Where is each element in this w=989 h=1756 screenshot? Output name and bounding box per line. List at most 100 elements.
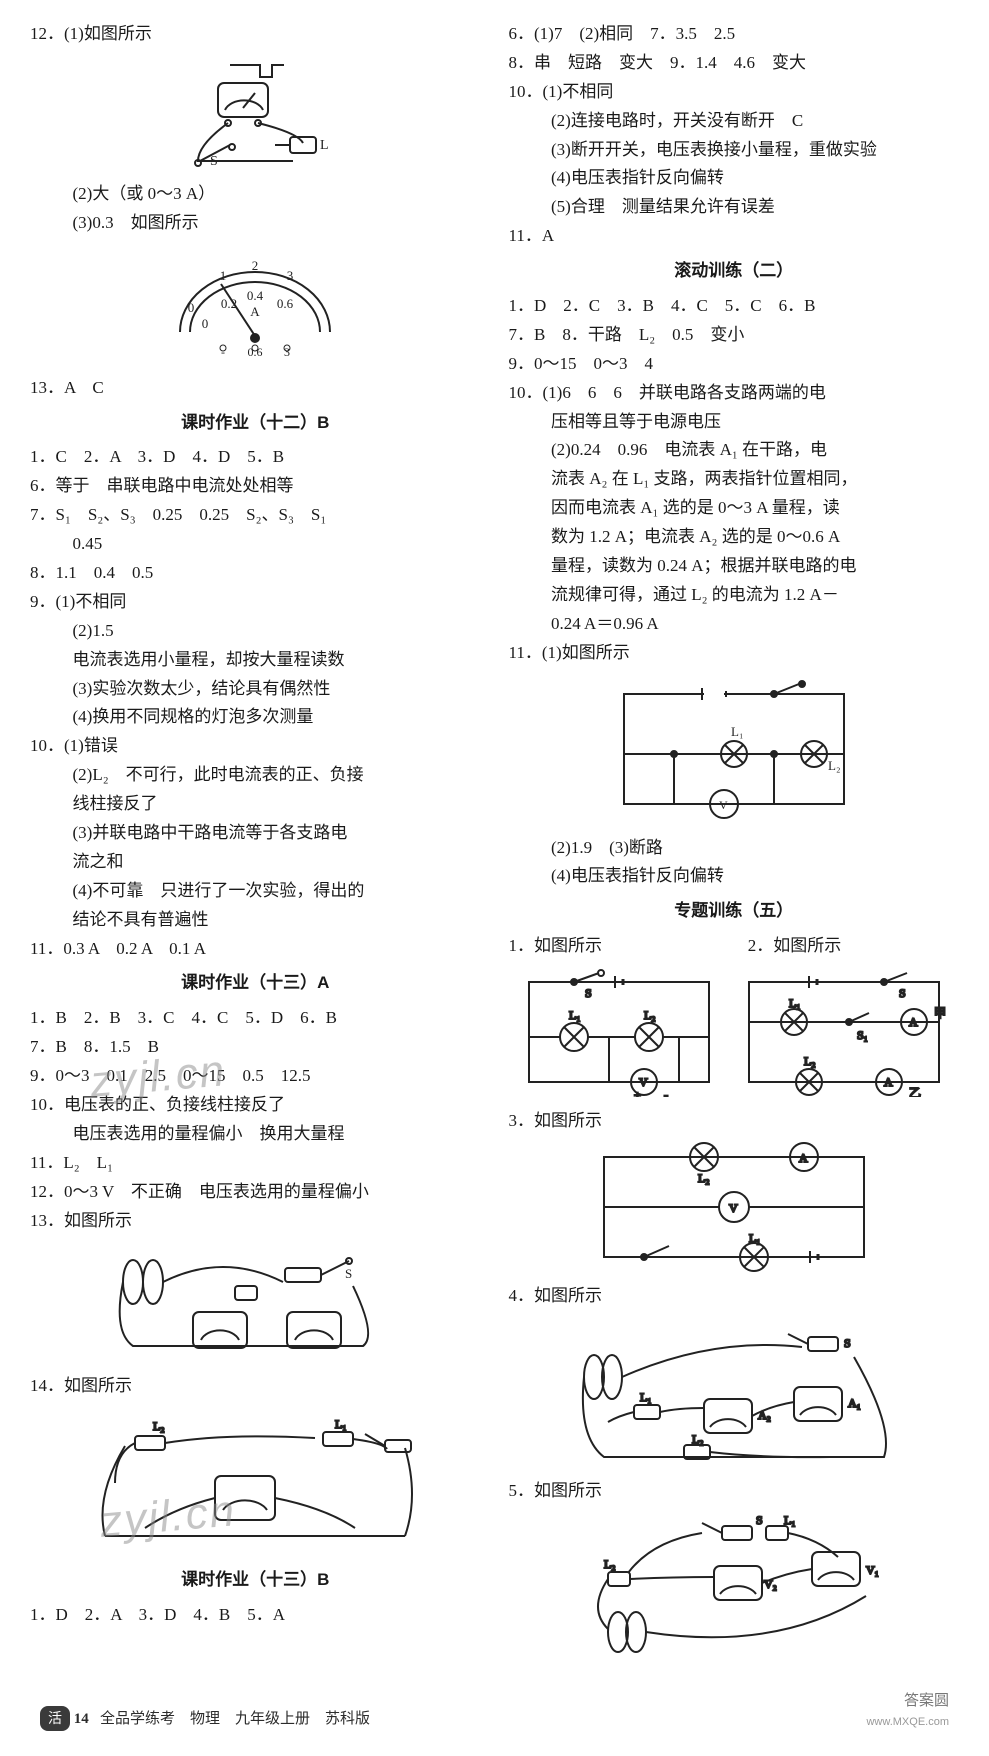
heading-rolling-2: 滚动训练（二） [509, 257, 960, 286]
svg-text:0.6: 0.6 [277, 296, 294, 311]
svg-text:A₁: A₁ [848, 1396, 861, 1410]
text: 8．1.1 0.4 0.5 [30, 559, 481, 588]
text: 1．B 2．B 3．C 4．C 5．D 6．B [30, 1004, 481, 1033]
figure-z1-z2: S L₁ L₂ V +- S [509, 967, 960, 1097]
svg-text:2: 2 [252, 258, 259, 273]
text: 0.24 A＝0.96 A [551, 610, 959, 639]
text: 12．(1)如图所示 [30, 20, 481, 49]
svg-text:S₁: S₁ [857, 1028, 868, 1042]
text: 因而电流表 A₁ 选的是 0～3 A 量程，读 [551, 494, 959, 523]
text: (4)不可靠 只进行了一次实验，得出的 [73, 877, 481, 906]
text: (3)0.3 如图所示 [73, 209, 481, 238]
text: 10．电压表的正、负接线柱接反了 [30, 1091, 481, 1120]
text: 1．如图所示 [509, 932, 720, 961]
footer-title: 全品学练考 物理 九年级上册 苏科版 [100, 1711, 370, 1727]
text: 10．(1)6 6 6 并联电路各支路两端的电 [509, 379, 960, 408]
svg-text:3: 3 [284, 345, 290, 359]
text: (2)1.9 (3)断路 [551, 834, 959, 863]
text: 11．0.3 A 0.2 A 0.1 A [30, 935, 481, 964]
heading-13b: 课时作业（十三）B [30, 1566, 481, 1595]
svg-text:A: A [251, 304, 261, 319]
text: 1．C 2．A 3．D 4．D 5．B [30, 443, 481, 472]
svg-text:A: A [799, 1151, 808, 1165]
svg-text:V: V [719, 798, 728, 812]
text: (3)实验次数太少，结论具有偶然性 [73, 675, 481, 704]
text: 6．等于 串联电路中电流处处相等 [30, 472, 481, 501]
heading-12b: 课时作业（十二）B [30, 409, 481, 438]
figure-13: S [30, 1242, 481, 1362]
text: 结论不具有普遍性 [73, 906, 481, 935]
text: 9．0～3 0.1 2.5 0～15 0.5 12.5 [30, 1062, 481, 1091]
svg-text:V₁: V₁ [866, 1563, 879, 1577]
text: 13．如图所示 [30, 1207, 481, 1236]
svg-text:S: S [585, 986, 592, 1000]
text: (3)断开开关，电压表换接小量程，重做实验 [551, 136, 959, 165]
text: 数为 1.2 A；电流表 A₂ 选的是 0～0.6 A [551, 523, 959, 552]
svg-text:乙: 乙 [909, 1086, 921, 1097]
text: 电流表选用小量程，却按大量程读数 [73, 646, 481, 675]
svg-text:1: 1 [220, 268, 227, 283]
text: 1．D 2．A 3．D 4．B 5．A [30, 1601, 481, 1630]
text: 压相等且等于电源电压 [551, 408, 959, 437]
text: 1．D 2．C 3．B 4．C 5．C 6．B [509, 292, 960, 321]
svg-text:L₁: L₁ [789, 996, 801, 1010]
text: 6．(1)7 (2)相同 7．3.5 2.5 [509, 20, 960, 49]
svg-text:0.2: 0.2 [221, 296, 237, 311]
text: (5)合理 测量结果允许有误差 [551, 193, 959, 222]
text: 流表 A₂ 在 L₁ 支路，两表指针位置相同， [551, 465, 959, 494]
text: 9．(1)不相同 [30, 588, 481, 617]
text: 7．B 8．1.5 B [30, 1033, 481, 1062]
text: 流规律可得，通过 L₂ 的电流为 1.2 A－ [551, 581, 959, 610]
svg-text:-: - [221, 345, 225, 359]
svg-text:3: 3 [287, 268, 294, 283]
text: (2)0.24 0.96 电流表 A₁ 在干路，电 [551, 436, 959, 465]
figure-ammeter-dial: 0123 A 00.20.40.6 - 0.6 3 [30, 244, 481, 364]
figure-z4: S L₁ A₂ A₁ L₂ [509, 1317, 960, 1467]
svg-text:V: V [729, 1201, 738, 1215]
svg-text:0.4: 0.4 [247, 288, 264, 303]
figure-ammeter-circuit: S L [30, 55, 481, 170]
svg-text:L₂: L₂ [604, 1557, 616, 1571]
svg-text:L₁: L₁ [784, 1513, 796, 1527]
text: 电压表选用的量程偏小 换用大量程 [73, 1120, 481, 1149]
svg-text:L₁: L₁ [731, 724, 743, 739]
text: (2)L₂ 不可行，此时电流表的正、负接 [73, 761, 481, 790]
svg-text:甲: 甲 [934, 1006, 946, 1020]
text: 3．如图所示 [509, 1107, 960, 1136]
svg-text:S: S [210, 154, 218, 169]
left-column: 12．(1)如图所示 S L [30, 20, 481, 1672]
text: 5．如图所示 [509, 1477, 960, 1506]
text: 11．L₂ L₁ [30, 1149, 481, 1178]
text: 14．如图所示 [30, 1372, 481, 1401]
text: 8．串 短路 变大 9．1.4 4.6 变大 [509, 49, 960, 78]
text: (4)电压表指针反向偏转 [551, 862, 959, 891]
text: 流之和 [73, 848, 481, 877]
footer-page: 14 [74, 1711, 89, 1727]
figure-14: L₂ L₁ [30, 1406, 481, 1556]
text: 4．如图所示 [509, 1282, 960, 1311]
svg-text:0: 0 [188, 300, 195, 315]
svg-text:L: L [320, 138, 329, 153]
figure-z3: L₂ A V L₁ [509, 1142, 960, 1272]
footer-left: 活 14 全品学练考 物理 九年级上册 苏科版 [40, 1706, 370, 1733]
text: 10．(1)不相同 [509, 78, 960, 107]
text: 7．B 8．干路 L₂ 0.5 变小 [509, 321, 960, 350]
text: 11．A [509, 222, 960, 251]
text: (2)大（或 0～3 A） [73, 180, 481, 209]
text: 11．(1)如图所示 [509, 639, 960, 668]
text: 10．(1)错误 [30, 732, 481, 761]
text: 13．A C [30, 374, 481, 403]
heading-special-5: 专题训练（五） [509, 897, 960, 926]
svg-text:S: S [345, 1266, 352, 1281]
figure-z5: S L₁ L₂ V₂ V₁ [509, 1512, 960, 1662]
svg-text:L₁: L₁ [569, 1008, 581, 1022]
text: (4)换用不同规格的灯泡多次测量 [73, 703, 481, 732]
footer: 活 14 全品学练考 物理 九年级上册 苏科版 答案圆 www.MXQE.com [0, 1682, 989, 1756]
svg-text:L₂: L₂ [698, 1171, 710, 1185]
text: 线柱接反了 [73, 790, 481, 819]
svg-text:-: - [664, 1088, 668, 1097]
text: 0.45 [73, 530, 481, 559]
svg-text:L₂: L₂ [828, 758, 840, 773]
svg-text:L₁: L₁ [335, 1417, 347, 1431]
svg-text:S: S [756, 1513, 763, 1527]
